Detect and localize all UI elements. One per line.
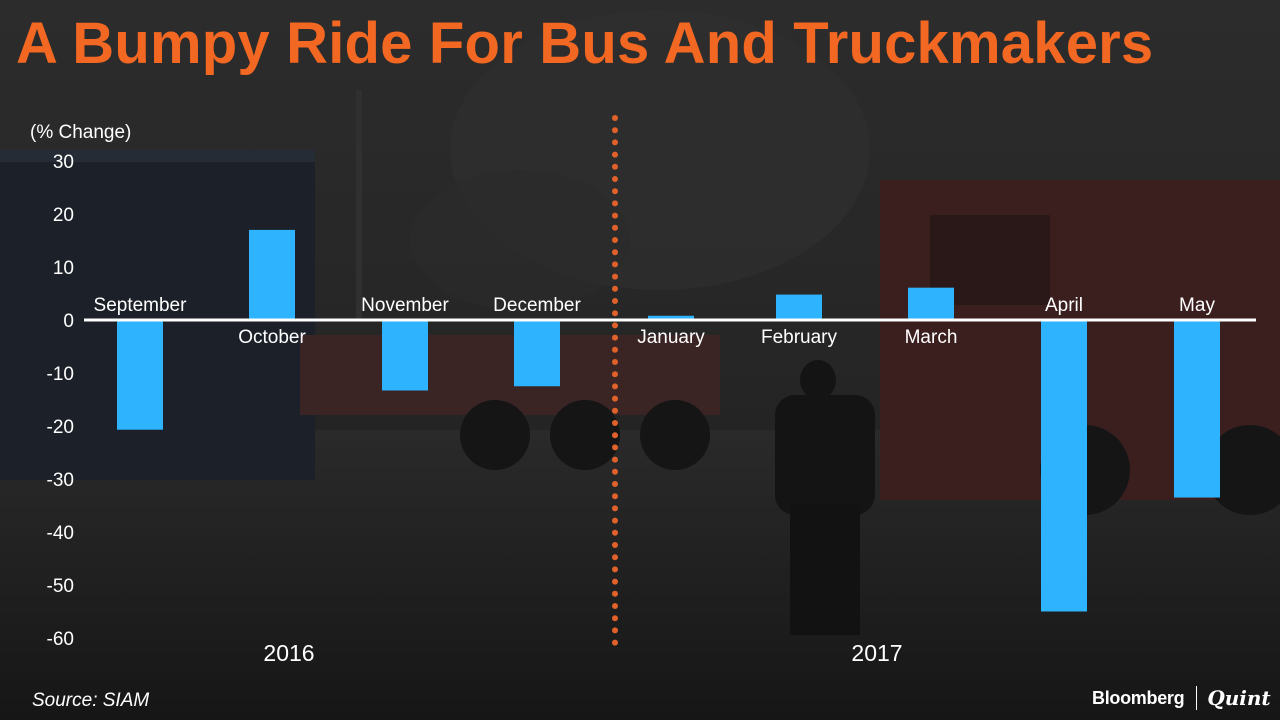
- brand-name-quint: Quint: [1207, 686, 1271, 710]
- y-tick-label: -50: [47, 576, 74, 597]
- bar-january: [648, 315, 694, 320]
- year-label-2017: 2017: [851, 640, 902, 666]
- category-label-february: February: [761, 327, 838, 348]
- brand-separator: [1196, 686, 1198, 710]
- y-tick-label: -20: [47, 417, 74, 438]
- bar-october: [249, 229, 295, 320]
- publisher-logo: Bloomberg Quint: [1092, 686, 1271, 710]
- bar-february: [776, 294, 822, 320]
- category-label-december: December: [493, 295, 581, 316]
- category-label-may: May: [1179, 295, 1215, 316]
- y-tick-label: 30: [53, 152, 74, 173]
- bar-september: [117, 320, 163, 430]
- bar-december: [514, 320, 560, 387]
- y-tick-label: -60: [47, 629, 74, 650]
- chart-title: A Bumpy Ride For Bus And Truckmakers: [16, 11, 1154, 76]
- y-tick-label: 0: [63, 311, 74, 332]
- y-tick-label: -30: [47, 470, 74, 491]
- bar-march: [908, 287, 954, 320]
- source-note: Source: SIAM: [32, 690, 150, 711]
- y-tick-label: 10: [53, 258, 74, 279]
- bar-november: [382, 320, 428, 391]
- year-label-2016: 2016: [263, 640, 314, 666]
- bar-may: [1174, 320, 1220, 498]
- year-divider: [612, 115, 618, 646]
- bar-april: [1041, 320, 1087, 612]
- category-label-october: October: [238, 327, 306, 348]
- category-label-november: November: [361, 295, 449, 316]
- y-tick-label: -10: [47, 364, 74, 385]
- y-tick-label: 20: [53, 205, 74, 226]
- category-label-september: September: [94, 295, 188, 316]
- brand-name-bloomberg: Bloomberg: [1092, 687, 1185, 708]
- category-label-january: January: [637, 327, 705, 348]
- category-label-april: April: [1045, 295, 1083, 316]
- y-tick-label: -40: [47, 523, 74, 544]
- category-label-march: March: [905, 327, 958, 348]
- y-axis-label: (% Change): [30, 122, 131, 143]
